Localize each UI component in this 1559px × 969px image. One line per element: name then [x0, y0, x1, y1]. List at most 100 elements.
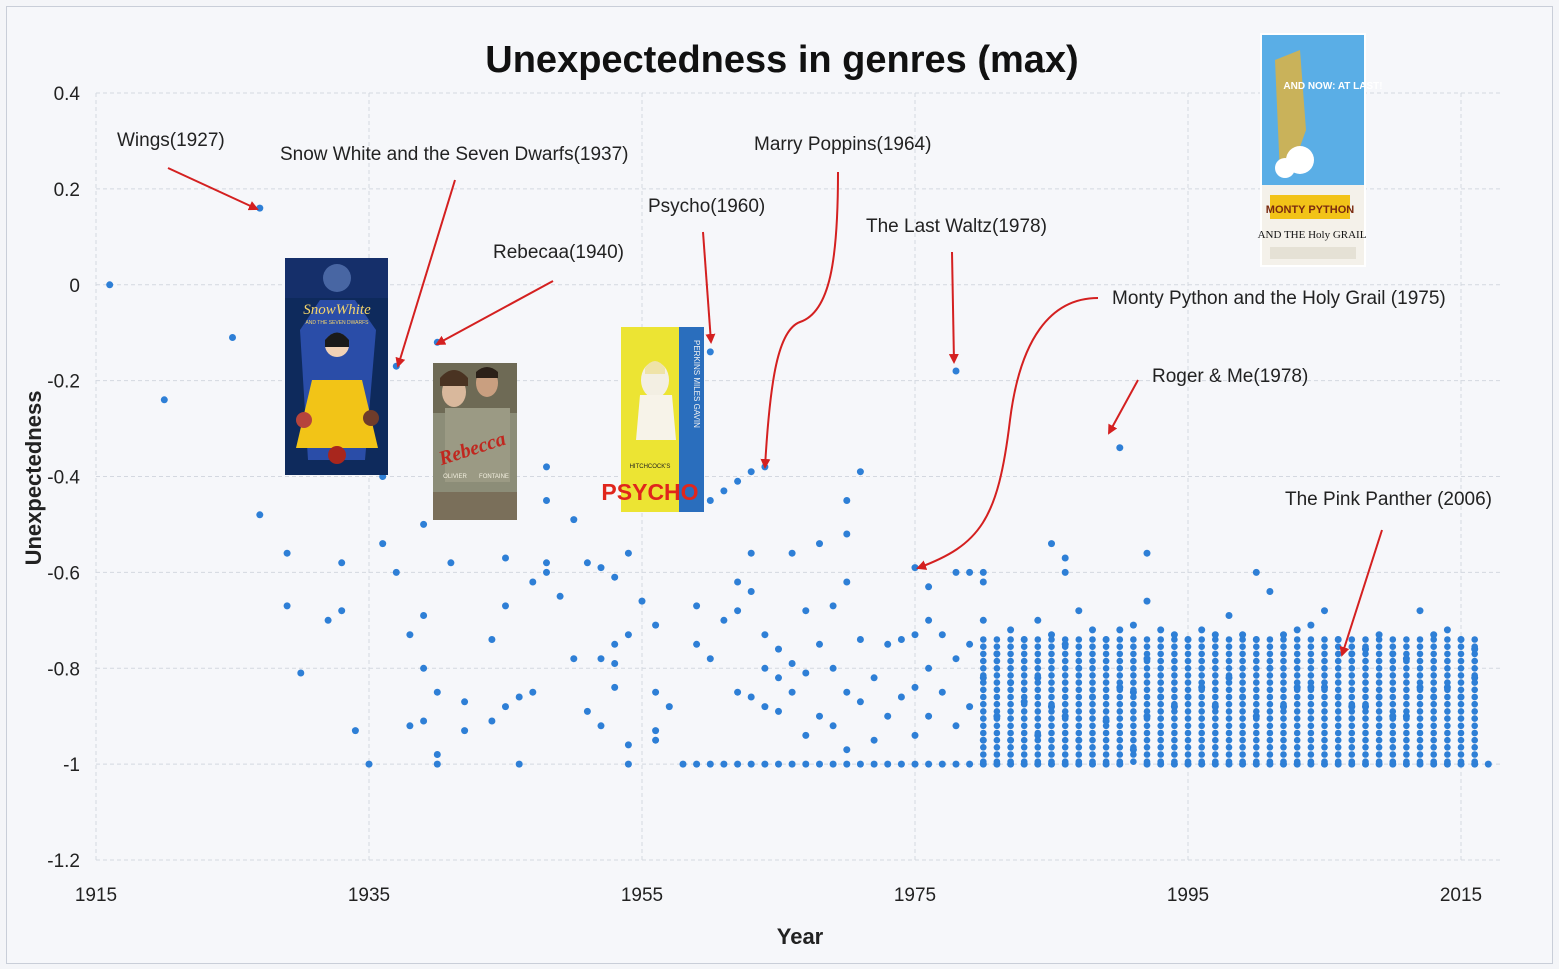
data-point	[706, 655, 714, 663]
data-point	[884, 712, 892, 720]
data-point	[1171, 650, 1178, 658]
data-point	[1198, 722, 1205, 730]
data-point	[1444, 672, 1451, 679]
data-point	[1266, 636, 1274, 643]
data-point	[1457, 657, 1465, 665]
data-point	[1375, 657, 1383, 665]
data-point	[1307, 672, 1315, 679]
data-point	[1266, 643, 1274, 650]
data-point	[1362, 657, 1369, 665]
data-point	[1048, 736, 1055, 744]
data-point	[1416, 760, 1424, 768]
data-point	[256, 511, 264, 519]
data-point	[1457, 643, 1465, 650]
data-point	[1375, 665, 1383, 672]
data-point	[1362, 703, 1369, 711]
data-point	[1253, 643, 1260, 650]
annotation-rebecca: Rebecaa(1940)	[435, 242, 624, 345]
data-point	[1157, 722, 1164, 730]
data-point	[1061, 736, 1069, 744]
data-point	[1239, 744, 1246, 751]
y-tick-label: -1	[63, 755, 80, 776]
data-point	[1061, 686, 1069, 694]
data-point	[734, 578, 742, 586]
data-point	[1403, 636, 1410, 643]
data-point	[1348, 703, 1356, 711]
data-point	[1280, 679, 1287, 686]
annotation-label-roger-me: Roger & Me(1978)	[1152, 366, 1308, 387]
data-point	[1430, 665, 1437, 672]
data-point	[993, 679, 1001, 686]
data-point	[1061, 700, 1069, 708]
data-point	[1143, 722, 1151, 730]
data-point	[1225, 744, 1233, 751]
data-point	[843, 688, 851, 696]
data-point	[1293, 760, 1301, 768]
data-point	[1171, 744, 1178, 751]
data-point	[1334, 693, 1342, 701]
data-point	[652, 688, 660, 696]
data-point	[1184, 700, 1192, 708]
data-point	[1307, 657, 1315, 665]
data-point	[980, 744, 987, 751]
data-point	[1048, 722, 1055, 730]
annotation-arrow-wings	[167, 167, 259, 211]
data-point	[1102, 679, 1110, 686]
data-point	[1321, 657, 1328, 665]
data-point	[1416, 607, 1424, 615]
data-point	[1007, 672, 1014, 679]
data-point	[1143, 744, 1151, 751]
data-point	[1130, 729, 1137, 737]
monty-python-poster-subtitle: AND THE Holy GRAIL	[1258, 229, 1367, 241]
data-point	[1293, 665, 1301, 672]
data-point	[1020, 693, 1028, 701]
data-point	[1457, 736, 1465, 744]
data-point	[1225, 665, 1233, 672]
data-point	[843, 530, 851, 538]
data-point	[1334, 744, 1342, 751]
data-point	[1089, 636, 1096, 643]
data-point	[1089, 650, 1096, 658]
data-point	[1362, 736, 1369, 744]
data-point	[993, 693, 1001, 701]
x-tick-label: 1915	[75, 885, 117, 906]
data-point	[1457, 650, 1465, 658]
data-point	[1266, 700, 1274, 708]
data-point	[788, 549, 796, 557]
data-point	[1293, 683, 1301, 691]
data-point	[952, 722, 960, 730]
data-point	[925, 760, 933, 768]
data-point	[515, 760, 523, 768]
data-point	[529, 688, 537, 696]
data-point	[1457, 715, 1465, 722]
data-point	[1362, 693, 1369, 701]
data-point	[1321, 722, 1328, 730]
data-point	[1334, 657, 1342, 665]
data-point	[1348, 650, 1356, 658]
data-point	[1252, 712, 1260, 720]
data-point	[1184, 657, 1192, 665]
data-point	[1280, 736, 1287, 744]
data-point	[1061, 760, 1069, 768]
data-point	[1048, 540, 1055, 548]
data-point	[775, 707, 782, 715]
data-point	[1471, 679, 1478, 686]
data-point	[1430, 650, 1437, 658]
data-point	[1184, 665, 1192, 672]
data-point	[1430, 744, 1437, 751]
data-point	[938, 688, 946, 696]
data-point	[1212, 679, 1219, 686]
data-point	[1198, 729, 1205, 737]
annotation-arrow-snow-white	[395, 179, 456, 368]
data-point	[1471, 674, 1479, 682]
data-point	[1157, 729, 1164, 737]
data-point	[734, 607, 742, 615]
data-point	[788, 660, 796, 667]
data-point	[802, 607, 810, 615]
data-point	[816, 540, 823, 548]
data-point	[1171, 751, 1178, 758]
data-point	[1157, 700, 1164, 708]
data-point	[761, 631, 769, 639]
data-point	[1253, 650, 1260, 658]
